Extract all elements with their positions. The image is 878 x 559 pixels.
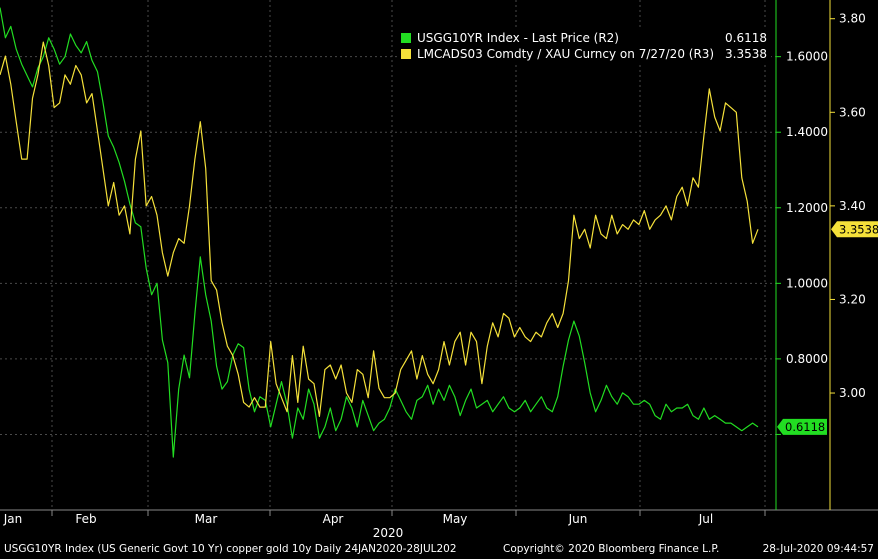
right-tick-label: 3.60 <box>839 105 866 119</box>
legend-label: LMCADS03 Comdty / XAU Curncy on 7/27/20 … <box>417 47 715 61</box>
left-value-axis: 0.8000 1.0000 1.2000 1.4000 1.6000 <box>775 0 828 510</box>
footer-copyright: Copyright© 2020 Bloomberg Finance L.P. <box>503 543 720 555</box>
right-tick-label: 3.40 <box>839 199 866 213</box>
left-tick-label: 1.4000 <box>786 125 828 139</box>
line-10y-yield <box>0 7 759 458</box>
last-value-tag-yield-text: 0.6118 <box>785 420 825 434</box>
last-value-tags: 0.6118 3.3538 <box>777 221 878 435</box>
legend-value: 3.3538 <box>725 47 767 61</box>
x-tick-label: Jul <box>698 512 713 526</box>
x-tick-label: Jun <box>568 512 588 526</box>
legend-label: USGG10YR Index - Last Price (R2) <box>417 31 619 45</box>
legend-entry-10y-yield: USGG10YR Index - Last Price (R2) 0.6118 <box>399 30 771 46</box>
legend: USGG10YR Index - Last Price (R2) 0.6118 … <box>399 30 771 64</box>
x-axis: Jan Feb Mar Apr May Jun Jul 2020 <box>0 509 878 540</box>
x-tick-label: Apr <box>323 512 344 526</box>
legend-swatch-green <box>401 33 411 43</box>
x-tick-label: Mar <box>195 512 218 526</box>
last-value-tag-yield-bg <box>777 418 827 435</box>
left-tick-label: 0.8000 <box>786 352 828 366</box>
x-tick-label: May <box>443 512 468 526</box>
left-tick-label: 1.6000 <box>786 50 828 64</box>
line-copper-gold-ratio <box>0 41 759 417</box>
footer-description: USGG10YR Index (US Generic Govt 10 Yr) c… <box>4 543 457 555</box>
right-value-axis: 3.00 3.20 3.40 3.60 3.80 <box>829 0 866 510</box>
legend-value: 0.6118 <box>725 31 767 45</box>
x-tick-label: Jan <box>3 512 23 526</box>
right-tick-label: 3.20 <box>839 292 866 306</box>
last-value-tag-ratio-bg <box>831 221 878 238</box>
right-tick-label: 3.00 <box>839 386 866 400</box>
x-tick-label: Feb <box>75 512 96 526</box>
left-tick-label: 1.2000 <box>786 201 828 215</box>
series-lines <box>0 7 759 458</box>
left-tick-label: 1.0000 <box>786 276 828 290</box>
last-value-tag-ratio: 3.3538 <box>831 221 878 238</box>
legend-entry-copper-gold: LMCADS03 Comdty / XAU Curncy on 7/27/20 … <box>399 46 771 62</box>
last-value-tag-yield: 0.6118 <box>777 418 827 435</box>
x-year-label: 2020 <box>373 526 404 540</box>
last-value-tag-ratio-text: 3.3538 <box>839 222 878 236</box>
right-tick-label: 3.80 <box>839 12 866 26</box>
footer-timestamp: 28-Jul-2020 09:44:57 <box>762 543 874 555</box>
legend-swatch-yellow <box>401 49 411 59</box>
